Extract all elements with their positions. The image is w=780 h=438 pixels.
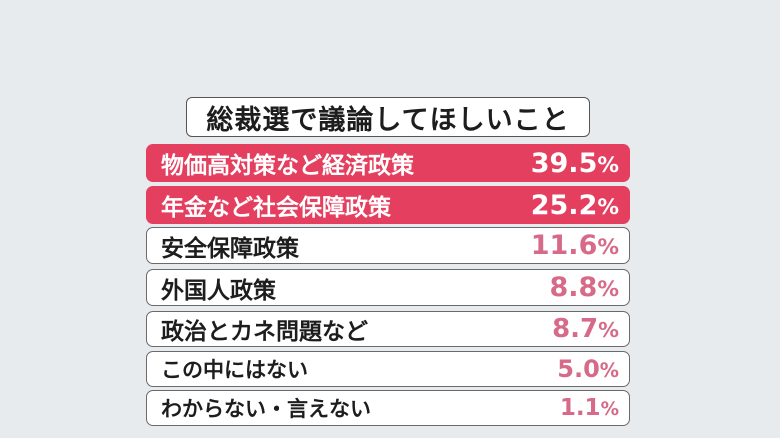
item-value-number: 39.5 [530, 147, 598, 179]
item-value: 5.0% [557, 355, 619, 383]
list-item: この中にはない 5.0% [146, 351, 630, 387]
item-value: 39.5% [531, 148, 619, 179]
list-item: 物価高対策など経済政策 39.5% [146, 144, 630, 182]
item-value-unit: % [599, 359, 619, 382]
item-value-number: 11.6 [530, 230, 598, 261]
item-value-number: 8.7 [552, 314, 599, 344]
item-label: わからない・言えない [161, 397, 371, 421]
item-value: 11.6% [531, 230, 619, 261]
item-value-number: 1.1 [559, 395, 601, 421]
list-item: 外国人政策 8.8% [146, 269, 630, 306]
item-value: 1.1% [560, 395, 619, 421]
item-value: 8.8% [550, 272, 619, 303]
item-value: 25.2% [531, 190, 619, 221]
item-label: 安全保障政策 [161, 235, 299, 262]
item-value-unit: % [597, 152, 619, 178]
item-label: 物価高対策など経済政策 [161, 153, 414, 179]
chart-title-text: 総裁選で議論してほしいこと [206, 104, 570, 136]
item-value-unit: % [597, 194, 619, 220]
chart-title: 総裁選で議論してほしいこと [186, 97, 590, 137]
list-item: 政治とカネ問題など 8.7% [146, 311, 630, 347]
list-item: 年金など社会保障政策 25.2% [146, 186, 630, 224]
item-value-unit: % [597, 235, 619, 260]
item-value-number: 5.0 [557, 355, 600, 383]
item-label: この中にはない [161, 358, 308, 382]
item-value-number: 8.8 [549, 272, 598, 303]
item-label: 政治とカネ問題など [161, 319, 368, 345]
item-label: 外国人政策 [161, 277, 276, 304]
list-item: 安全保障政策 11.6% [146, 227, 630, 264]
item-value: 8.7% [552, 314, 619, 344]
item-value-unit: % [600, 399, 619, 420]
list-item: わからない・言えない 1.1% [146, 390, 630, 426]
item-value-number: 25.2 [530, 189, 598, 221]
item-value-unit: % [598, 318, 619, 342]
item-value-unit: % [597, 277, 619, 302]
item-label: 年金など社会保障政策 [161, 195, 391, 221]
